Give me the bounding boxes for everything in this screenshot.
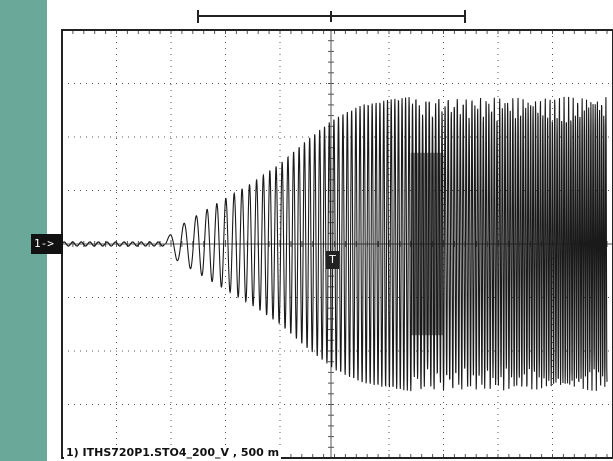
trace-dense-band [410,152,444,336]
trigger-marker: T [326,251,339,269]
trace-baseline-segment [61,241,165,247]
left-decorative-band [0,0,47,461]
channel-1-trace [61,96,608,392]
trace-oscillation-segment [165,96,608,392]
channel-status-readout: 1) ITHS720P1.STO4_200_V , 500 m [64,446,282,460]
channel-1-ground-marker: 1-> [31,234,63,254]
trigger-position-bracket [197,10,466,23]
